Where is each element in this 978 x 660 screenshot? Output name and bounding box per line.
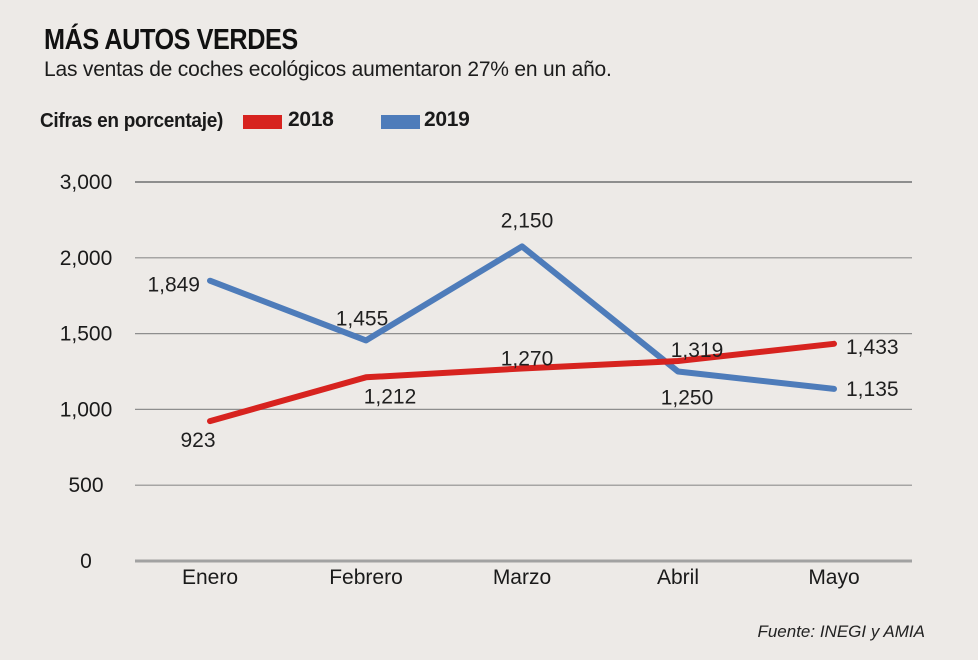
y-axis-tick-label: 1,000 [60, 398, 113, 421]
x-axis-category-label: Marzo [493, 566, 551, 589]
legend-swatch-2019 [381, 115, 420, 129]
legend-unit-note: Cifras en porcentaje) [40, 110, 224, 132]
x-axis-category-label: Enero [182, 566, 238, 589]
data-label-2018-Abril: 1,319 [671, 339, 724, 362]
legend-swatch-2018 [243, 115, 282, 129]
series-line-2018 [207, 340, 837, 425]
y-axis-tick-label: 2,000 [60, 247, 113, 270]
series-line-2019 [207, 243, 837, 392]
page-subtitle: Las ventas de coches ecológicos aumentar… [44, 58, 612, 81]
y-axis-tick-label: 3,000 [60, 171, 113, 194]
data-label-2018-Febrero: 1,212 [364, 385, 417, 408]
legend-label-2019: 2019 [424, 108, 470, 131]
data-label-2018-Enero: 923 [180, 429, 215, 452]
y-axis-tick-label: 1,500 [60, 323, 113, 346]
legend-label-2018: 2018 [288, 108, 334, 131]
data-label-2019-Abril: 1,250 [661, 387, 714, 410]
x-axis-category-label: Abril [657, 566, 699, 589]
page-title: MÁS AUTOS VERDES [44, 24, 298, 56]
x-axis-category-label: Mayo [808, 566, 859, 589]
x-axis-category-label: Febrero [329, 566, 403, 589]
source-credit: Fuente: INEGI y AMIA [757, 622, 925, 641]
data-label-2019-Enero: 1,849 [147, 274, 200, 297]
data-label-2019-Mayo: 1,135 [846, 378, 899, 401]
data-label-2018-Marzo: 1,270 [501, 347, 554, 370]
data-label-2019-Marzo: 2,150 [501, 209, 554, 232]
data-label-2018-Mayo: 1,433 [846, 336, 899, 359]
y-axis-tick-label: 500 [68, 474, 103, 497]
y-axis-tick-label: 0 [80, 550, 92, 573]
data-label-2019-Febrero: 1,455 [336, 307, 389, 330]
